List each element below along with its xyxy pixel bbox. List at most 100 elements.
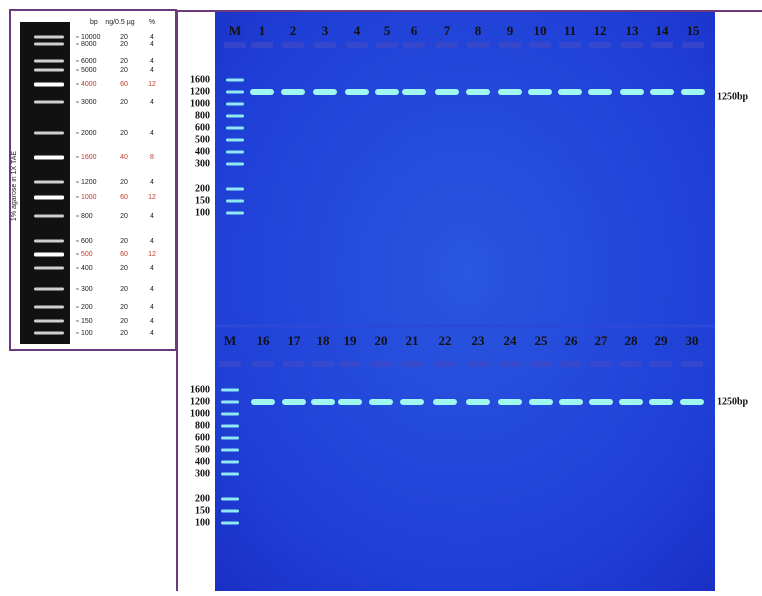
lane-label: 14 xyxy=(656,23,670,38)
lane-label: 11 xyxy=(564,23,576,38)
well xyxy=(499,42,521,48)
band-size-label: 1250bp xyxy=(717,91,749,102)
band xyxy=(619,399,643,405)
ladder-pct: 12 xyxy=(148,194,156,201)
well xyxy=(403,42,425,48)
lane-label: 28 xyxy=(625,333,639,348)
band xyxy=(620,89,644,95)
band xyxy=(588,89,612,95)
well xyxy=(401,361,423,367)
ladder-band xyxy=(34,60,64,63)
ladder-band xyxy=(34,36,64,39)
marker-band xyxy=(221,498,239,501)
lane-label: 9 xyxy=(507,23,514,38)
lane-label: 23 xyxy=(472,333,486,348)
ladder-pct: 4 xyxy=(150,213,154,220)
well xyxy=(346,42,368,48)
band xyxy=(433,399,457,405)
ladder-band xyxy=(34,253,64,257)
well xyxy=(370,361,392,367)
marker-label: 500 xyxy=(195,444,210,455)
ladder-bp: 1600 xyxy=(81,154,97,161)
well xyxy=(312,361,334,367)
ladder-band xyxy=(34,181,64,184)
lane-label: 22 xyxy=(439,333,452,348)
marker-band xyxy=(221,401,239,404)
marker-label: 800 xyxy=(195,420,210,431)
marker-label: 200 xyxy=(195,183,210,194)
band xyxy=(338,399,362,405)
ladder-pct: 8 xyxy=(150,154,154,161)
lane-label: 29 xyxy=(655,333,669,348)
well xyxy=(283,361,305,367)
lane-label: 1 xyxy=(259,23,266,38)
band xyxy=(369,399,393,405)
band xyxy=(311,399,335,405)
well xyxy=(650,361,672,367)
lane-label: 7 xyxy=(444,23,451,38)
marker-label: 400 xyxy=(195,146,210,157)
lane-label: 5 xyxy=(384,23,391,38)
ladder-band xyxy=(34,306,64,309)
marker-label: 800 xyxy=(195,110,210,121)
well xyxy=(621,42,643,48)
marker-label: 1200 xyxy=(190,86,210,97)
band xyxy=(558,89,582,95)
band xyxy=(649,399,673,405)
band xyxy=(589,399,613,405)
marker-band xyxy=(226,115,244,118)
marker-band xyxy=(226,163,244,166)
well xyxy=(251,42,273,48)
band-size-label: 1250bp xyxy=(717,396,749,407)
ladder-ng: 20 xyxy=(120,34,128,41)
lane-label: M xyxy=(224,333,236,348)
lane-label: 24 xyxy=(504,333,518,348)
marker-label: 100 xyxy=(195,207,210,218)
lane-label: 2 xyxy=(290,23,297,38)
ladder-band xyxy=(34,320,64,323)
marker-band xyxy=(226,139,244,142)
ladder-header: ng/0.5 µg xyxy=(105,19,134,26)
band xyxy=(498,89,522,95)
ladder-header: bp xyxy=(90,19,98,26)
band xyxy=(680,399,704,405)
well xyxy=(651,42,673,48)
ladder-ng: 20 xyxy=(120,286,128,293)
well xyxy=(467,42,489,48)
marker-label: 1000 xyxy=(190,408,210,419)
ladder-ng: 40 xyxy=(120,154,128,161)
ladder-ng: 20 xyxy=(120,330,128,337)
ladder-band xyxy=(34,332,64,335)
ladder-pct: 12 xyxy=(148,251,156,258)
marker-band xyxy=(221,449,239,452)
well xyxy=(376,42,398,48)
ladder-ng: 20 xyxy=(120,304,128,311)
ladder-pct: 4 xyxy=(150,318,154,325)
lane-label: 4 xyxy=(354,23,361,38)
well xyxy=(620,361,642,367)
marker-band xyxy=(221,425,239,428)
well xyxy=(467,361,489,367)
ladder-ng: 20 xyxy=(120,318,128,325)
ladder-bp: 800 xyxy=(81,213,93,220)
marker-label: 200 xyxy=(195,493,210,504)
ladder-ng: 60 xyxy=(120,194,128,201)
page: {"ladder": { "headers": ["bp", "ng/0.5 µ… xyxy=(0,0,762,591)
ladder-bp: 8000 xyxy=(81,41,97,48)
ladder-ng: 20 xyxy=(120,99,128,106)
well xyxy=(589,42,611,48)
ladder-bp: 4000 xyxy=(81,81,97,88)
band xyxy=(375,89,399,95)
ladder-ng: 20 xyxy=(120,67,128,74)
well xyxy=(530,361,552,367)
band xyxy=(282,399,306,405)
band xyxy=(559,399,583,405)
marker-band xyxy=(221,473,239,476)
ladder-bp: 500 xyxy=(81,251,93,258)
well xyxy=(590,361,612,367)
band xyxy=(466,89,490,95)
marker-label: 300 xyxy=(195,468,210,479)
figure: 1% agarose in 1X TAE bp ng/0.5 µg % 1000… xyxy=(0,0,762,591)
marker-label: 150 xyxy=(195,195,210,206)
ladder-pct: 4 xyxy=(150,286,154,293)
